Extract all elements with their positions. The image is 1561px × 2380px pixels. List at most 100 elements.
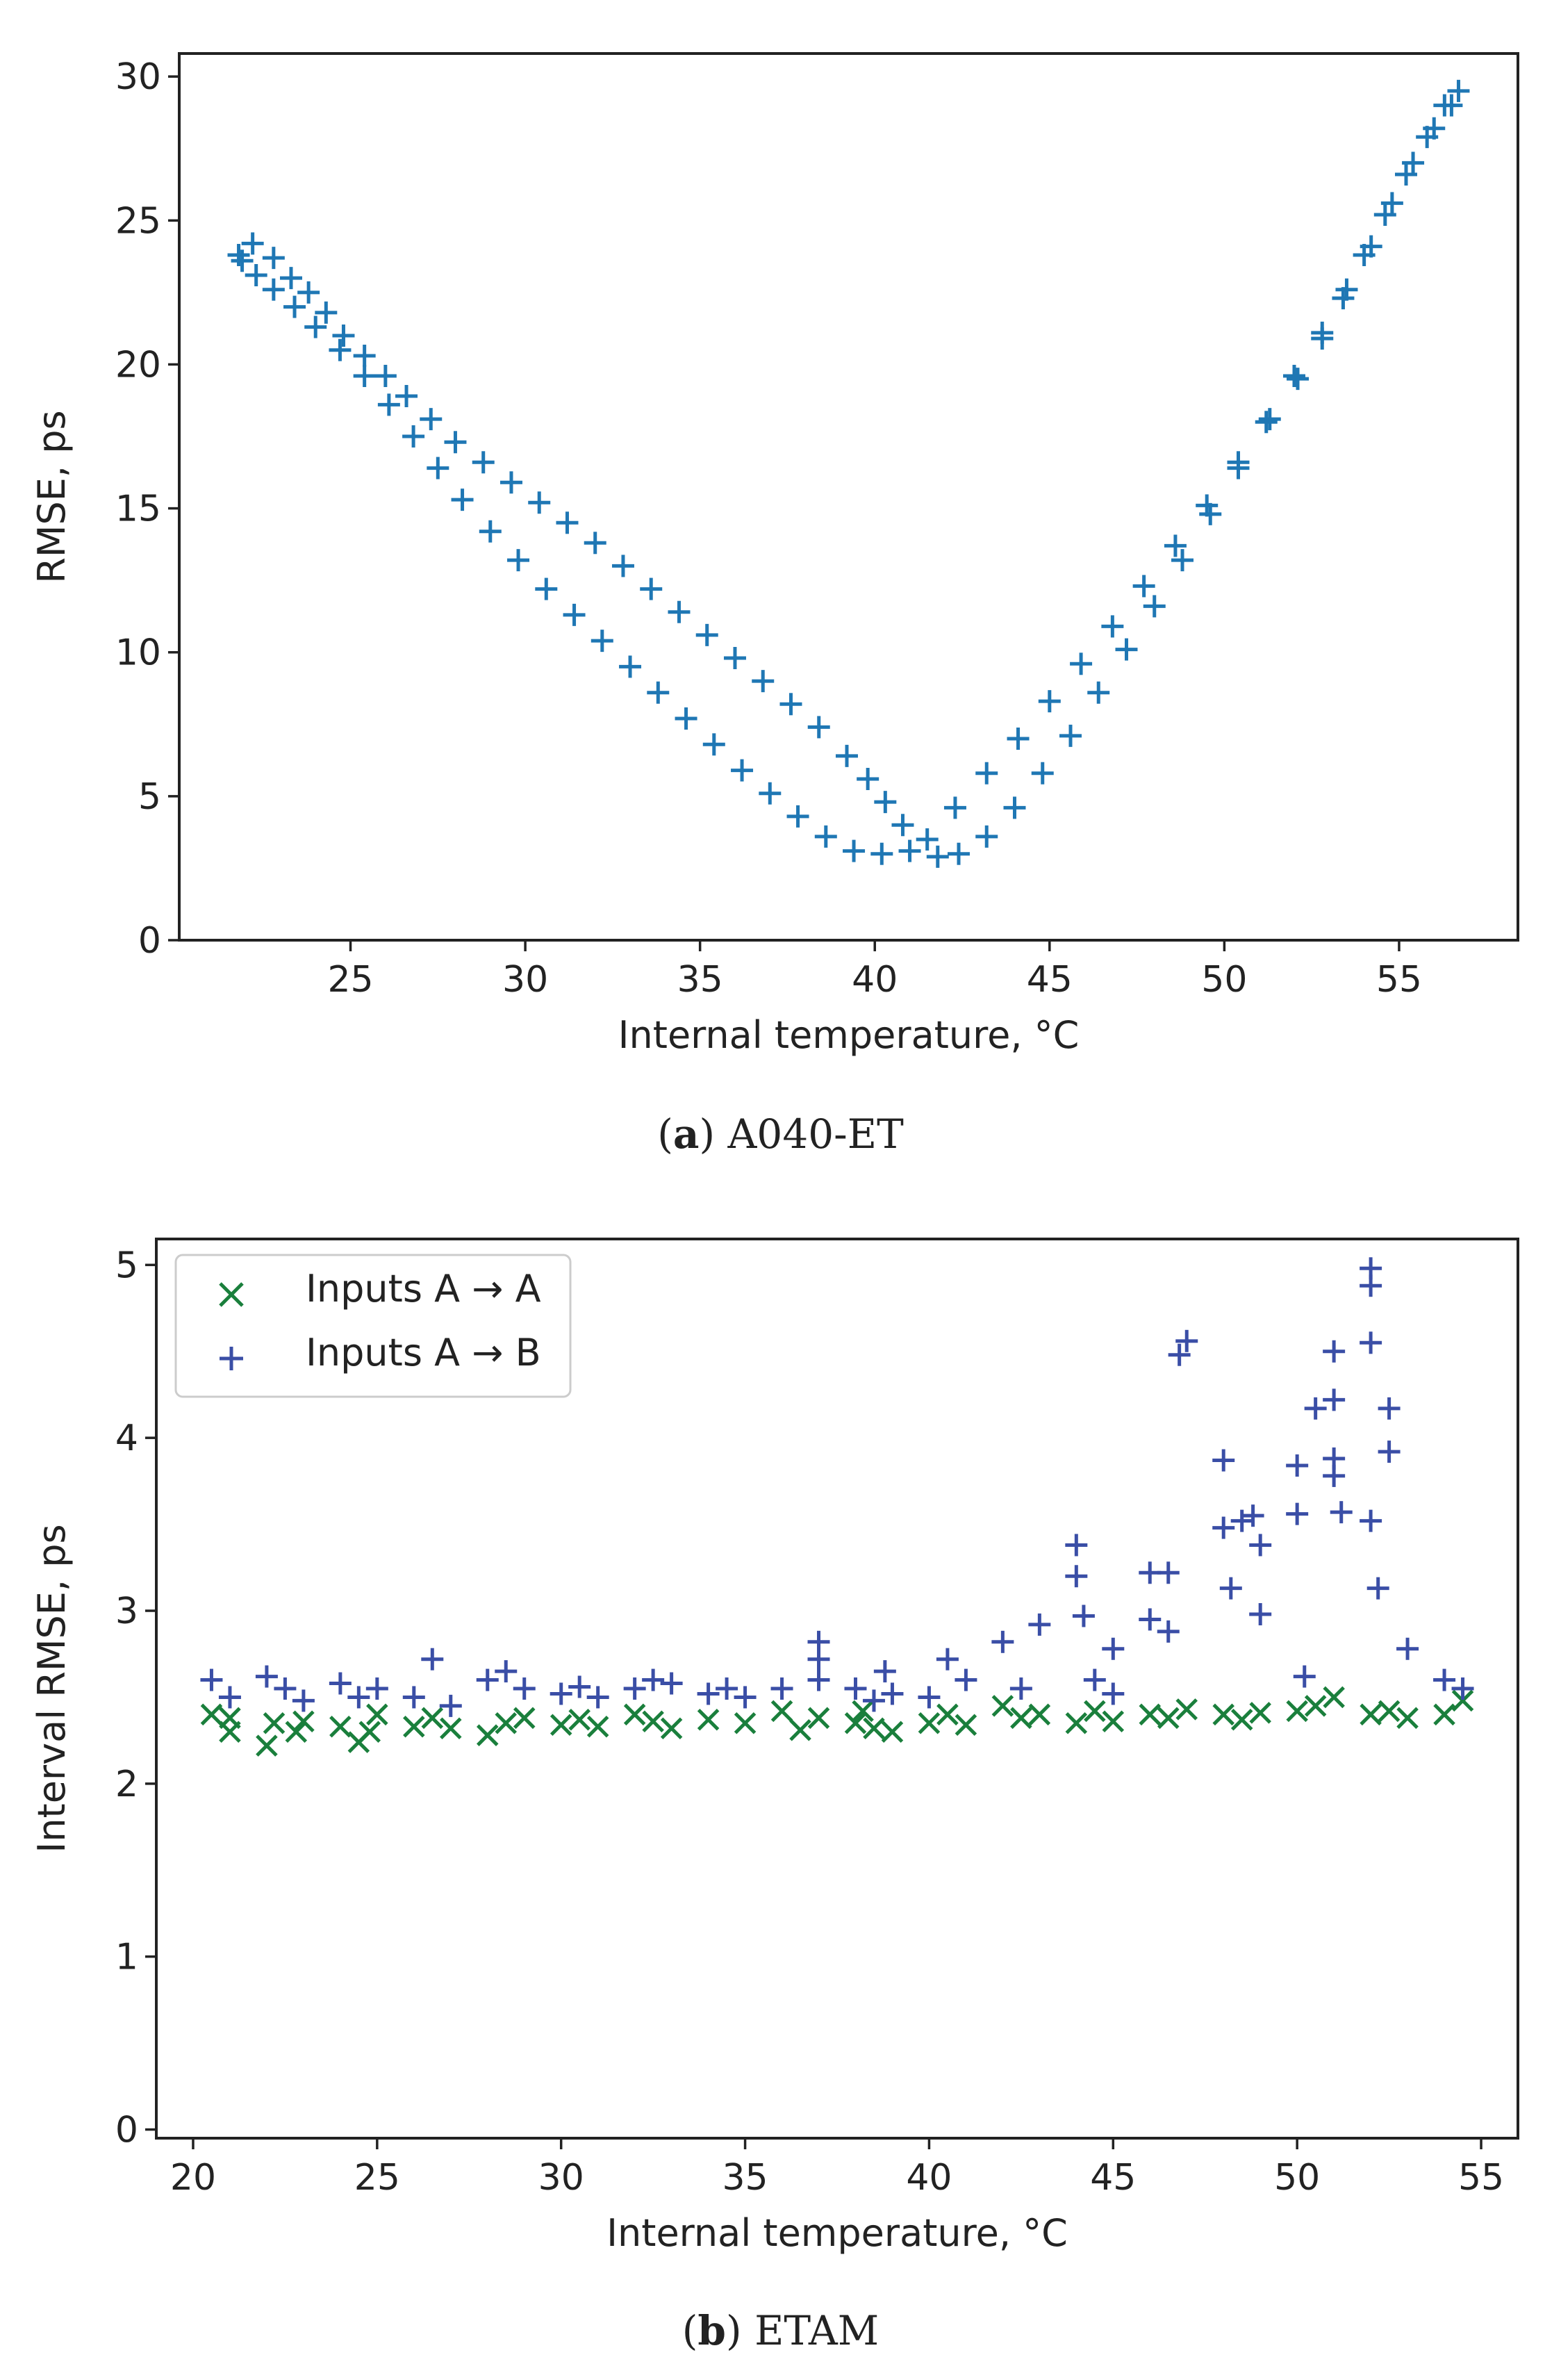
- data-point: [241, 232, 264, 255]
- data-point: [647, 681, 670, 704]
- data-point: [844, 1712, 867, 1734]
- data-point: [668, 600, 691, 623]
- data-point: [200, 1703, 223, 1726]
- data-point: [315, 301, 338, 324]
- data-point: [752, 670, 775, 693]
- panel-a-x-axis-label: Internal temperature, °C: [618, 1013, 1080, 1057]
- data-point: [1087, 681, 1110, 704]
- data-point: [844, 1677, 867, 1700]
- data-point: [1282, 365, 1305, 387]
- data-point: [402, 1686, 425, 1709]
- x-tick-label: 35: [677, 959, 723, 1001]
- data-point: [1394, 163, 1417, 186]
- panel-b-y-ticks: 0 1 2 3 4 5: [115, 1245, 156, 2151]
- data-point: [1293, 1665, 1316, 1688]
- data-point: [513, 1677, 536, 1700]
- data-point: [1378, 1441, 1401, 1463]
- data-point: [1249, 1534, 1272, 1557]
- data-point: [507, 549, 530, 572]
- panel-b-x-ticks: 20 25 30 35 40 45 50 55: [170, 2138, 1504, 2199]
- data-point: [807, 716, 830, 739]
- data-point: [697, 1682, 720, 1705]
- data-point: [1423, 117, 1446, 140]
- data-point: [1070, 653, 1093, 675]
- data-point: [1323, 1464, 1346, 1487]
- legend-plus-marker: [220, 1347, 243, 1370]
- data-point: [403, 1715, 425, 1738]
- y-tick-label: 3: [115, 1591, 138, 1632]
- data-point: [1287, 368, 1310, 391]
- x-tick-label: 30: [502, 959, 548, 1001]
- data-point: [1083, 1668, 1106, 1691]
- data-point: [1360, 1509, 1382, 1532]
- data-point: [642, 1668, 665, 1691]
- data-point: [881, 1682, 904, 1705]
- data-point: [297, 281, 320, 304]
- data-point: [770, 1700, 793, 1723]
- data-point: [255, 1665, 278, 1688]
- data-point: [702, 733, 725, 756]
- x-tick-label: 50: [1201, 959, 1247, 1001]
- data-point: [274, 1677, 297, 1700]
- data-point: [444, 431, 467, 454]
- data-point: [1101, 615, 1124, 638]
- data-point: [1143, 595, 1166, 618]
- data-point: [402, 425, 425, 448]
- data-point: [1199, 502, 1222, 525]
- data-point: [329, 1672, 352, 1695]
- y-tick-label: 4: [115, 1418, 138, 1459]
- data-point: [476, 1668, 499, 1691]
- data-point: [975, 762, 998, 785]
- panel-b-y-axis-label: Interval RMSE, ps: [30, 1524, 74, 1853]
- legend-marker-a-to-b: [220, 1347, 243, 1370]
- data-point: [1010, 1707, 1032, 1730]
- data-point: [716, 1677, 738, 1700]
- data-point: [1157, 1561, 1180, 1584]
- data-point: [863, 1717, 885, 1740]
- data-point: [366, 1703, 388, 1726]
- caption-b-text: ETAM: [754, 2307, 879, 2354]
- data-point: [1258, 408, 1281, 431]
- data-point: [563, 603, 586, 626]
- data-point: [918, 1712, 941, 1734]
- data-point: [1366, 1577, 1389, 1600]
- data-point: [329, 338, 352, 361]
- data-point: [1286, 1700, 1308, 1723]
- caption-a-text: A040-ET: [727, 1110, 904, 1158]
- data-point: [936, 1703, 959, 1726]
- x-tick-label: 40: [906, 2157, 952, 2199]
- data-point: [807, 1668, 830, 1691]
- data-point: [1227, 457, 1250, 479]
- data-point: [1003, 796, 1026, 819]
- data-point: [1311, 321, 1334, 344]
- data-point: [675, 707, 697, 730]
- data-point: [513, 1707, 536, 1730]
- data-point: [1102, 1637, 1125, 1660]
- data-point: [731, 759, 754, 782]
- data-point: [1065, 1534, 1088, 1557]
- data-point: [332, 325, 355, 347]
- data-point: [1065, 1565, 1088, 1588]
- data-point: [916, 828, 939, 851]
- data-point: [499, 471, 522, 494]
- data-point: [1212, 1703, 1234, 1726]
- data-point: [1360, 1331, 1382, 1354]
- data-point: [262, 247, 285, 270]
- data-point: [590, 630, 613, 653]
- data-point: [329, 1715, 352, 1738]
- data-point: [1115, 638, 1138, 661]
- y-tick-label: 25: [115, 200, 161, 242]
- data-point: [568, 1709, 590, 1731]
- panel-b-x-axis-label: Internal temperature, °C: [606, 2211, 1068, 2255]
- data-point: [943, 796, 966, 819]
- data-point: [1323, 1340, 1346, 1363]
- data-point: [245, 264, 267, 286]
- data-point: [1451, 1689, 1474, 1712]
- data-point: [947, 842, 970, 865]
- y-tick-label: 5: [115, 1245, 138, 1286]
- data-point: [936, 1648, 959, 1671]
- data-point: [1084, 1700, 1106, 1723]
- data-point: [1378, 1700, 1401, 1723]
- data-point: [1028, 1613, 1051, 1636]
